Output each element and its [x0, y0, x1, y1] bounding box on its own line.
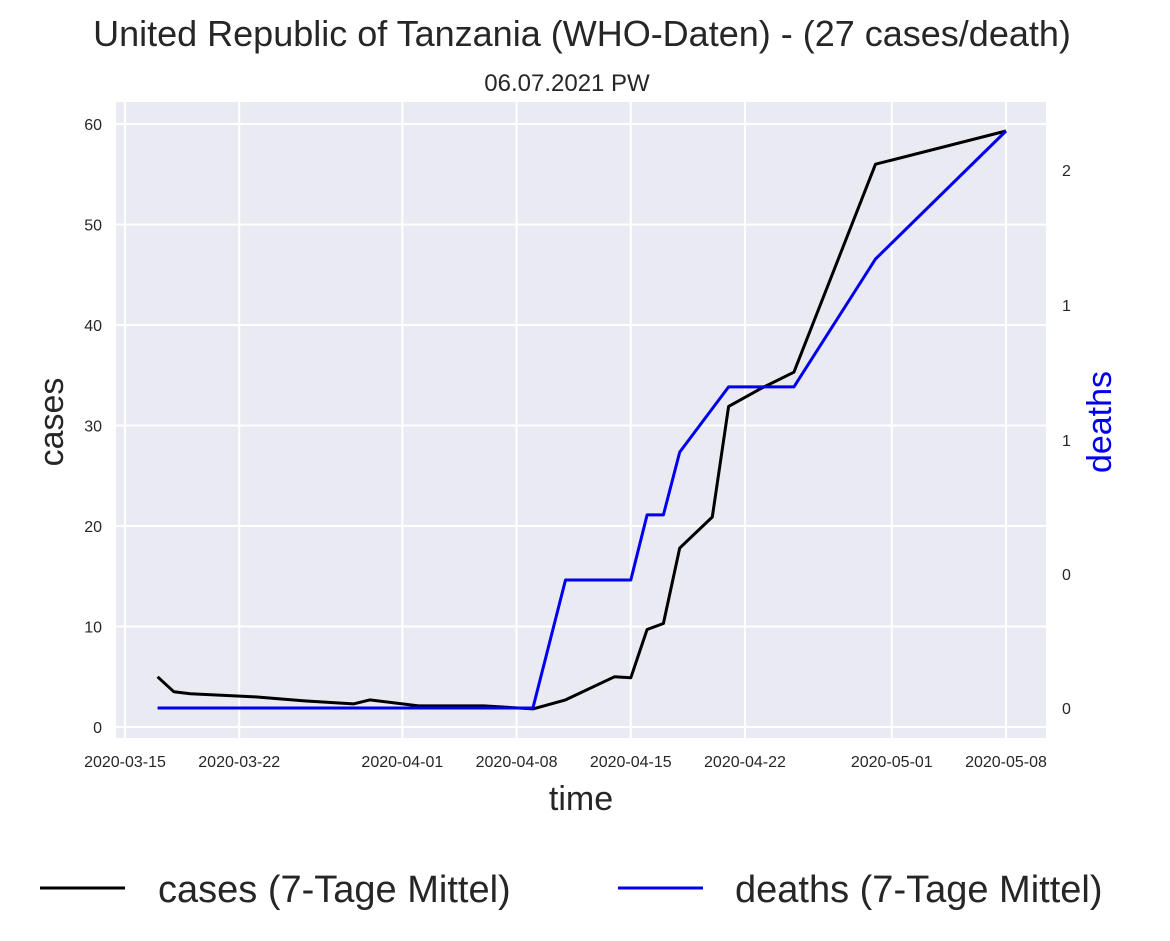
chart-title: United Republic of Tanzania (WHO-Daten) … [93, 13, 1071, 54]
x-tick-label: 2020-05-08 [965, 754, 1047, 771]
grid-x [124, 102, 1007, 738]
x-tick-labels: 2020-03-15 2020-03-22 2020-04-01 2020-04-08… [84, 754, 1047, 771]
x-tick-label: 2020-05-01 [851, 754, 933, 771]
legend-cases-label: cases (7-Tage Mittel) [158, 869, 511, 911]
y-right-axis-label: deaths [1081, 371, 1119, 473]
y-right-tick-label: 1 [1062, 298, 1071, 315]
cases-series-line [156, 129, 1007, 711]
x-tick-label: 2020-03-15 [84, 754, 166, 771]
y-tick-label: 30 [84, 419, 102, 436]
y-right-tick-label: 1 [1062, 433, 1071, 450]
y-right-tick-label: 2 [1062, 163, 1071, 180]
chart-subtitle: 06.07.2021 PW [484, 70, 650, 97]
y-axis-label: cases [33, 378, 71, 467]
y-tick-label: 0 [93, 720, 102, 737]
x-tick-label: 2020-03-22 [198, 754, 280, 771]
legend-deaths-label: deaths (7-Tage Mittel) [735, 869, 1103, 911]
x-tick-label: 2020-04-08 [476, 754, 558, 771]
x-tick-label: 2020-04-01 [361, 754, 443, 771]
deaths-series-line [157, 129, 1008, 710]
y-tick-labels: 0 10 20 30 40 50 60 [84, 117, 102, 737]
y-right-tick-label: 0 [1062, 567, 1071, 584]
y-tick-label: 40 [84, 318, 102, 335]
legend: cases (7-Tage Mittel) deaths (7-Tage Mit… [40, 869, 1103, 911]
y-tick-label: 10 [84, 620, 102, 637]
x-tick-label: 2020-04-15 [590, 754, 672, 771]
y-tick-label: 20 [84, 519, 102, 536]
grid-y [116, 123, 1046, 728]
x-axis-label: time [549, 780, 613, 818]
y-right-tick-label: 0 [1062, 701, 1071, 718]
y-tick-label: 60 [84, 117, 102, 134]
plot-area [116, 102, 1046, 738]
y-right-tick-labels: 0 0 1 1 2 [1062, 163, 1071, 718]
y-tick-label: 50 [84, 218, 102, 235]
x-tick-label: 2020-04-22 [704, 754, 786, 771]
